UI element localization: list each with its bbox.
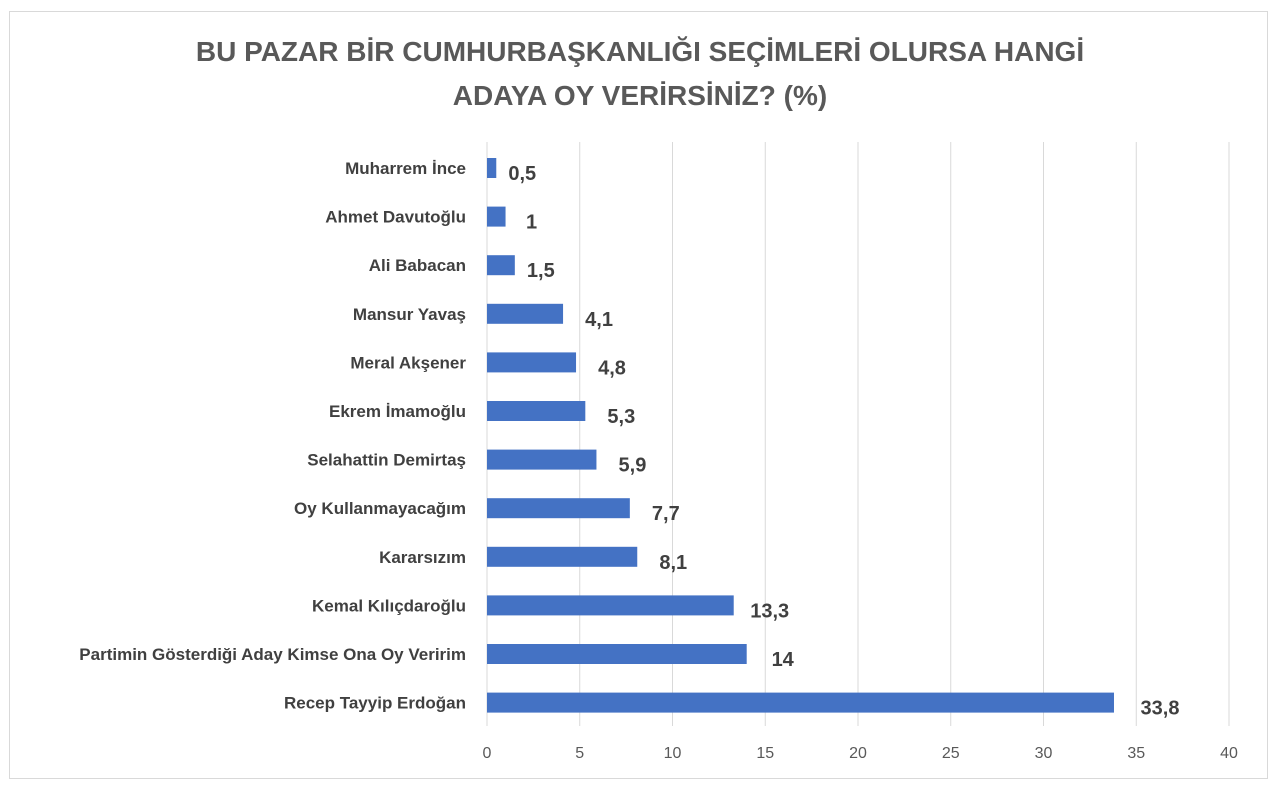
- category-label: Partimin Gösterdiği Aday Kimse Ona Oy Ve…: [79, 645, 466, 664]
- gridlines: [486, 142, 1230, 726]
- bar: [487, 449, 597, 470]
- bar: [487, 206, 506, 227]
- bar: [487, 303, 564, 324]
- bar: [487, 595, 734, 616]
- chart-title-line-1: BU PAZAR BİR CUMHURBAŞKANLIĞI SEÇİMLERİ …: [195, 36, 1085, 67]
- category-label: Mansur Yavaş: [353, 305, 466, 324]
- category-label: Ahmet Davutoğlu: [325, 208, 466, 227]
- category-label: Recep Tayyip Erdoğan: [284, 694, 466, 713]
- bar: [487, 255, 515, 276]
- bar: [487, 692, 1114, 713]
- category-label: Kemal Kılıçdaroğlu: [312, 596, 466, 615]
- bar: [487, 158, 497, 178]
- data-label: 1,5: [527, 260, 555, 282]
- category-label: Selahattin Demirtaş: [307, 451, 466, 470]
- data-label: 5,3: [607, 406, 635, 428]
- x-tick-label: 15: [756, 745, 774, 762]
- bar: [487, 498, 630, 519]
- bar: [487, 352, 577, 373]
- data-label: 4,1: [585, 309, 613, 331]
- bar: [487, 546, 638, 567]
- data-labels: 0,5 1 1,5 4,1 4,8 5,3 5,9 7,7 8,1 13,3 14 33,8: [508, 163, 1179, 720]
- category-labels: Muharrem İnce Ahmet Davutoğlu Ali Babacan M…: [79, 159, 466, 713]
- category-label: Ali Babacan: [369, 256, 466, 275]
- category-label: Ekrem İmamoğlu: [329, 402, 466, 421]
- data-label: 8,1: [659, 552, 687, 574]
- bars: [487, 158, 1114, 713]
- data-label: 0,5: [508, 163, 536, 185]
- data-label: 13,3: [750, 600, 789, 622]
- x-tick-label: 5: [575, 745, 584, 762]
- x-tick-label: 40: [1220, 745, 1238, 762]
- category-label: Meral Akşener: [350, 353, 466, 372]
- data-label: 4,8: [598, 357, 626, 379]
- data-label: 33,8: [1141, 698, 1180, 720]
- bar: [487, 401, 586, 421]
- category-label: Kararsızım: [379, 548, 466, 567]
- chart-title-line-2: ADAYA OY VERİRSİNİZ? (%): [452, 80, 828, 111]
- data-label: 7,7: [652, 503, 680, 525]
- category-label: Muharrem İnce: [345, 159, 466, 178]
- category-label: Oy Kullanmayacağım: [294, 499, 466, 518]
- chart-title: BU PAZAR BİR CUMHURBAŞKANLIĞI SEÇİMLERİ …: [0, 30, 1280, 118]
- x-tick-label: 35: [1127, 745, 1145, 762]
- x-tick-label: 25: [942, 745, 960, 762]
- x-tick-label: 30: [1035, 745, 1053, 762]
- data-label: 5,9: [619, 455, 647, 477]
- x-tick-labels: 0 5 10 15 20 25 30 35 40: [483, 745, 1238, 762]
- x-tick-label: 0: [483, 745, 492, 762]
- data-label: 1: [526, 212, 537, 234]
- x-tick-label: 10: [664, 745, 682, 762]
- bar: [487, 644, 747, 664]
- data-label: 14: [772, 649, 795, 671]
- x-tick-label: 20: [849, 745, 867, 762]
